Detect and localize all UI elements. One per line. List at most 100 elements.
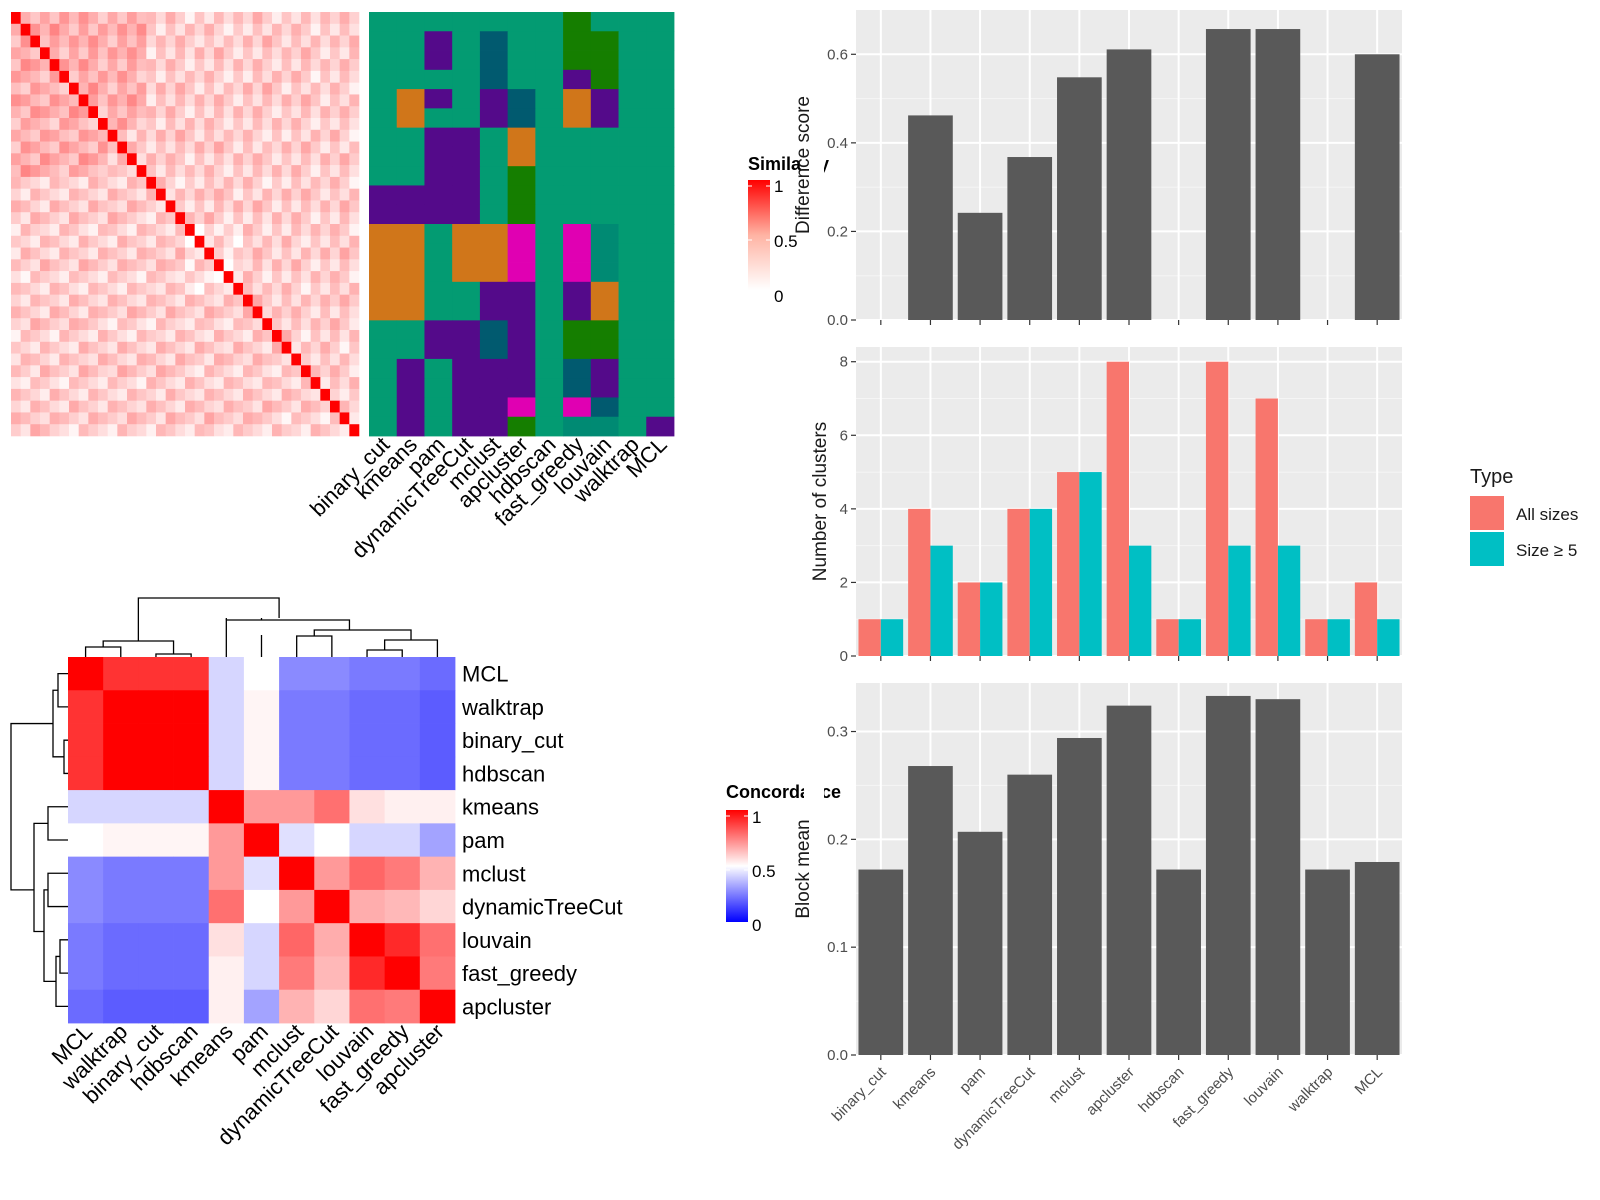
assignment-cell xyxy=(563,204,592,225)
similarity-cell xyxy=(117,35,128,48)
similarity-cell xyxy=(281,271,292,284)
similarity-cell xyxy=(117,341,128,354)
assignment-cell xyxy=(396,339,425,360)
similarity-cell xyxy=(156,388,166,401)
similarity-cell xyxy=(98,400,108,413)
similarity-cell xyxy=(320,294,331,307)
similarity-cell xyxy=(252,94,263,107)
similarity-cell xyxy=(262,412,273,425)
assignment-cell xyxy=(590,243,619,263)
similarity-cell xyxy=(339,400,350,413)
similarity-cell xyxy=(233,224,244,237)
similarity-cell xyxy=(233,129,244,142)
concordance-cell xyxy=(314,657,350,691)
similarity-cell xyxy=(146,188,157,201)
similarity-cell xyxy=(165,224,176,237)
concordance-cell xyxy=(419,790,456,824)
similarity-cell xyxy=(310,377,321,390)
similarity-cell xyxy=(330,188,340,201)
similarity-cell xyxy=(107,235,118,248)
similarity-cell xyxy=(349,400,360,413)
similarity-cell xyxy=(88,318,99,331)
similarity-cell xyxy=(310,247,321,260)
concordance-row-label: kmeans xyxy=(462,795,539,820)
similarity-cell xyxy=(117,106,128,119)
similarity-cell xyxy=(127,118,137,131)
similarity-cell xyxy=(136,118,147,131)
similarity-cell xyxy=(223,176,234,189)
similarity-cell xyxy=(117,212,128,225)
concordance-cell xyxy=(173,790,210,824)
similarity-cell xyxy=(69,271,79,284)
similarity-cell xyxy=(320,282,331,295)
similarity-cell xyxy=(146,165,157,178)
similarity-cell xyxy=(175,59,186,72)
concordance-cell xyxy=(103,756,139,791)
similarity-cell xyxy=(320,118,331,131)
similarity-cell xyxy=(98,153,108,166)
bar-all-sizes xyxy=(957,582,981,656)
similarity-cell xyxy=(291,106,302,119)
similarity-cell xyxy=(291,365,302,378)
bar-all-sizes xyxy=(1007,508,1030,656)
similarity-cell xyxy=(243,47,253,60)
similarity-cell xyxy=(330,35,340,48)
assignment-cell xyxy=(618,185,647,206)
row-dendrogram xyxy=(10,672,68,1008)
similarity-cell xyxy=(165,306,176,319)
assignment-cell xyxy=(535,69,564,90)
similarity-cell xyxy=(49,247,60,260)
concordance-cell xyxy=(243,657,280,691)
similarity-cell xyxy=(194,188,205,201)
similarity-cell xyxy=(11,153,21,166)
similarity-cell xyxy=(11,70,21,83)
similarity-cell xyxy=(204,247,215,260)
similarity-cell xyxy=(156,106,166,119)
similarity-cell xyxy=(107,412,118,425)
assignment-cell xyxy=(590,31,619,51)
similarity-cell xyxy=(78,212,89,225)
similarity-cell xyxy=(30,188,41,201)
assignment-cell xyxy=(369,339,398,360)
assignment-cell xyxy=(618,166,647,186)
similarity-cell xyxy=(310,129,321,142)
assignment-cell xyxy=(646,301,675,321)
similarity-cell xyxy=(310,118,321,131)
concordance-cell xyxy=(243,923,280,957)
similarity-cell xyxy=(49,400,60,413)
similarity-cell xyxy=(175,318,186,331)
similarity-cell xyxy=(136,271,147,284)
similarity-cell xyxy=(69,176,79,189)
similarity-cell xyxy=(272,306,282,319)
assignment-cell xyxy=(424,378,453,398)
similarity-cell xyxy=(78,106,89,119)
similarity-cell xyxy=(98,259,108,272)
similarity-cell xyxy=(349,118,360,131)
similarity-cell xyxy=(214,306,224,319)
similarity-cell xyxy=(146,70,157,83)
similarity-cell xyxy=(252,70,263,83)
similarity-cell xyxy=(339,294,350,307)
assignment-cell xyxy=(452,31,481,51)
assignment-cell xyxy=(479,166,509,186)
similarity-cell xyxy=(310,188,321,201)
similarity-cell xyxy=(136,259,147,272)
legend-swatch-all-sizes xyxy=(1470,496,1504,530)
assignment-cell xyxy=(618,358,647,379)
similarity-cell xyxy=(339,330,350,343)
similarity-cell xyxy=(204,412,215,425)
similarity-cell xyxy=(175,259,186,272)
assignment-cell xyxy=(563,146,592,167)
similarity-cell xyxy=(339,23,350,36)
similarity-cell xyxy=(88,200,99,213)
similarity-cell xyxy=(88,247,99,260)
similarity-cell xyxy=(281,294,292,307)
assignment-cell xyxy=(618,397,647,418)
similarity-cell xyxy=(204,388,215,401)
similarity-cell xyxy=(243,341,253,354)
concordance-cell xyxy=(208,690,245,724)
similarity-cell xyxy=(252,82,263,95)
similarity-cell xyxy=(243,200,253,213)
similarity-cell xyxy=(69,306,79,319)
similarity-cell xyxy=(252,282,263,295)
